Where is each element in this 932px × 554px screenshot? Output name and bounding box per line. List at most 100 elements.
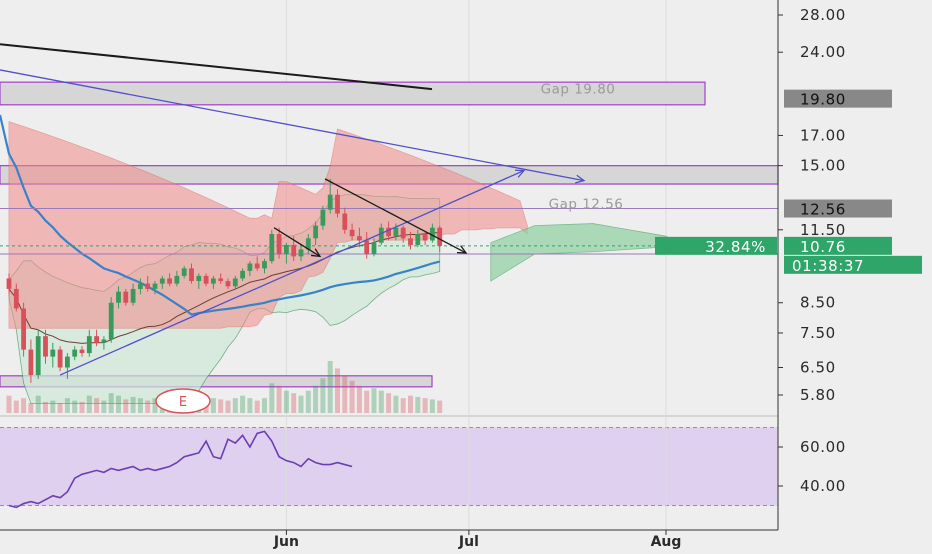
volume-bar — [291, 393, 297, 413]
candle-body[interactable] — [320, 209, 326, 226]
candle-body[interactable] — [371, 242, 377, 255]
candle-body[interactable] — [28, 349, 34, 376]
candle-body[interactable] — [152, 283, 158, 289]
candle-body[interactable] — [284, 244, 289, 255]
channel-upper-trendline[interactable] — [0, 69, 585, 182]
moving-average-long — [0, 114, 440, 316]
candle-body[interactable] — [218, 278, 224, 282]
candle-body[interactable] — [211, 278, 216, 284]
candle-body[interactable] — [357, 236, 362, 241]
candle-body[interactable] — [101, 339, 107, 343]
candle-body[interactable] — [378, 227, 384, 243]
volume-bar — [298, 395, 304, 413]
level-price-tag[interactable] — [784, 199, 892, 218]
level-price-tag[interactable] — [784, 89, 892, 108]
candle-body[interactable] — [174, 275, 180, 284]
candle-body[interactable] — [159, 278, 165, 284]
candle-body[interactable] — [72, 349, 78, 357]
candle-body[interactable] — [400, 227, 406, 239]
volume-bar — [400, 398, 406, 413]
candle-body[interactable] — [276, 234, 282, 255]
channel-lower-trendline[interactable] — [59, 169, 525, 376]
channel-lower-trendline-head — [514, 169, 526, 178]
candle-body[interactable] — [50, 349, 56, 357]
candle-body[interactable] — [240, 270, 245, 279]
candle-body[interactable] — [254, 263, 260, 269]
volume-bar — [210, 398, 216, 413]
candle-body[interactable] — [422, 234, 428, 241]
candle-body[interactable] — [21, 308, 26, 350]
candle-body[interactable] — [57, 349, 63, 368]
volume-bar — [378, 390, 384, 413]
candle-body[interactable] — [196, 275, 202, 282]
volume-bar — [35, 395, 41, 413]
change-tag[interactable] — [655, 236, 777, 255]
resistance-trendline[interactable] — [0, 43, 433, 91]
candle-body[interactable] — [203, 275, 209, 284]
candle-body[interactable] — [408, 238, 413, 245]
volume-bar — [269, 383, 275, 413]
pattern-arrow-left[interactable] — [273, 227, 321, 257]
candle-body[interactable] — [35, 336, 41, 376]
volume-bar — [72, 400, 78, 413]
volume-bar — [320, 378, 326, 413]
candle-body[interactable] — [225, 281, 231, 287]
candle-body[interactable] — [269, 234, 275, 262]
candle-body[interactable] — [13, 288, 19, 309]
gap-box[interactable] — [0, 375, 433, 388]
price-tick-label: 8.50 — [800, 294, 836, 312]
candle-body[interactable] — [335, 194, 340, 214]
candle-body[interactable] — [386, 227, 391, 237]
earnings-marker[interactable] — [155, 388, 211, 414]
volume-bar — [225, 400, 231, 413]
rsi-tick-label: 40.00 — [800, 477, 846, 495]
level-price-label: 12.56 — [800, 201, 846, 219]
candle-body[interactable] — [313, 225, 318, 239]
candle-body[interactable] — [262, 261, 267, 269]
gap-box[interactable] — [0, 81, 706, 106]
candle-body[interactable] — [138, 283, 143, 289]
candle-body[interactable] — [291, 244, 297, 257]
candle-body[interactable] — [167, 278, 172, 284]
volume-bar — [422, 398, 428, 413]
candle-body[interactable] — [232, 278, 238, 287]
volume-bar — [123, 399, 129, 413]
candle-body[interactable] — [130, 288, 136, 303]
candle-body[interactable] — [437, 227, 443, 246]
candle-body[interactable] — [43, 336, 48, 357]
candle-body[interactable] — [430, 227, 435, 241]
volume-bar — [57, 403, 63, 413]
candle-body[interactable] — [181, 268, 187, 276]
candle-body[interactable] — [247, 263, 253, 271]
volume-bar — [218, 399, 224, 413]
candle-body[interactable] — [116, 291, 121, 303]
candle-body[interactable] — [86, 336, 92, 354]
candle-body[interactable] — [94, 336, 99, 343]
candle-body[interactable] — [6, 278, 12, 289]
candle-body[interactable] — [305, 238, 311, 250]
pattern-arrow-right[interactable] — [324, 178, 467, 254]
candle-body[interactable] — [349, 229, 355, 237]
volume-bar — [408, 395, 413, 413]
candle-body[interactable] — [79, 349, 85, 354]
candle-body[interactable] — [342, 213, 348, 230]
candle-body[interactable] — [415, 234, 421, 245]
volume-bar — [429, 399, 435, 413]
candle-body[interactable] — [65, 356, 70, 368]
candle-body[interactable] — [327, 194, 333, 210]
candle-body[interactable] — [108, 302, 114, 340]
volume-bar — [247, 398, 253, 413]
volume-bar — [232, 398, 238, 413]
candle-body[interactable] — [145, 283, 151, 289]
candle-body[interactable] — [298, 249, 304, 257]
price-tick-label: 11.50 — [800, 221, 846, 239]
candle-body[interactable] — [123, 291, 129, 303]
channel-upper-trendline-head — [575, 174, 586, 184]
volume-bar — [6, 395, 12, 413]
candle-body[interactable] — [189, 268, 194, 282]
last-price-tag[interactable] — [784, 236, 892, 255]
candle-body[interactable] — [364, 240, 370, 255]
candle-body[interactable] — [393, 227, 399, 237]
